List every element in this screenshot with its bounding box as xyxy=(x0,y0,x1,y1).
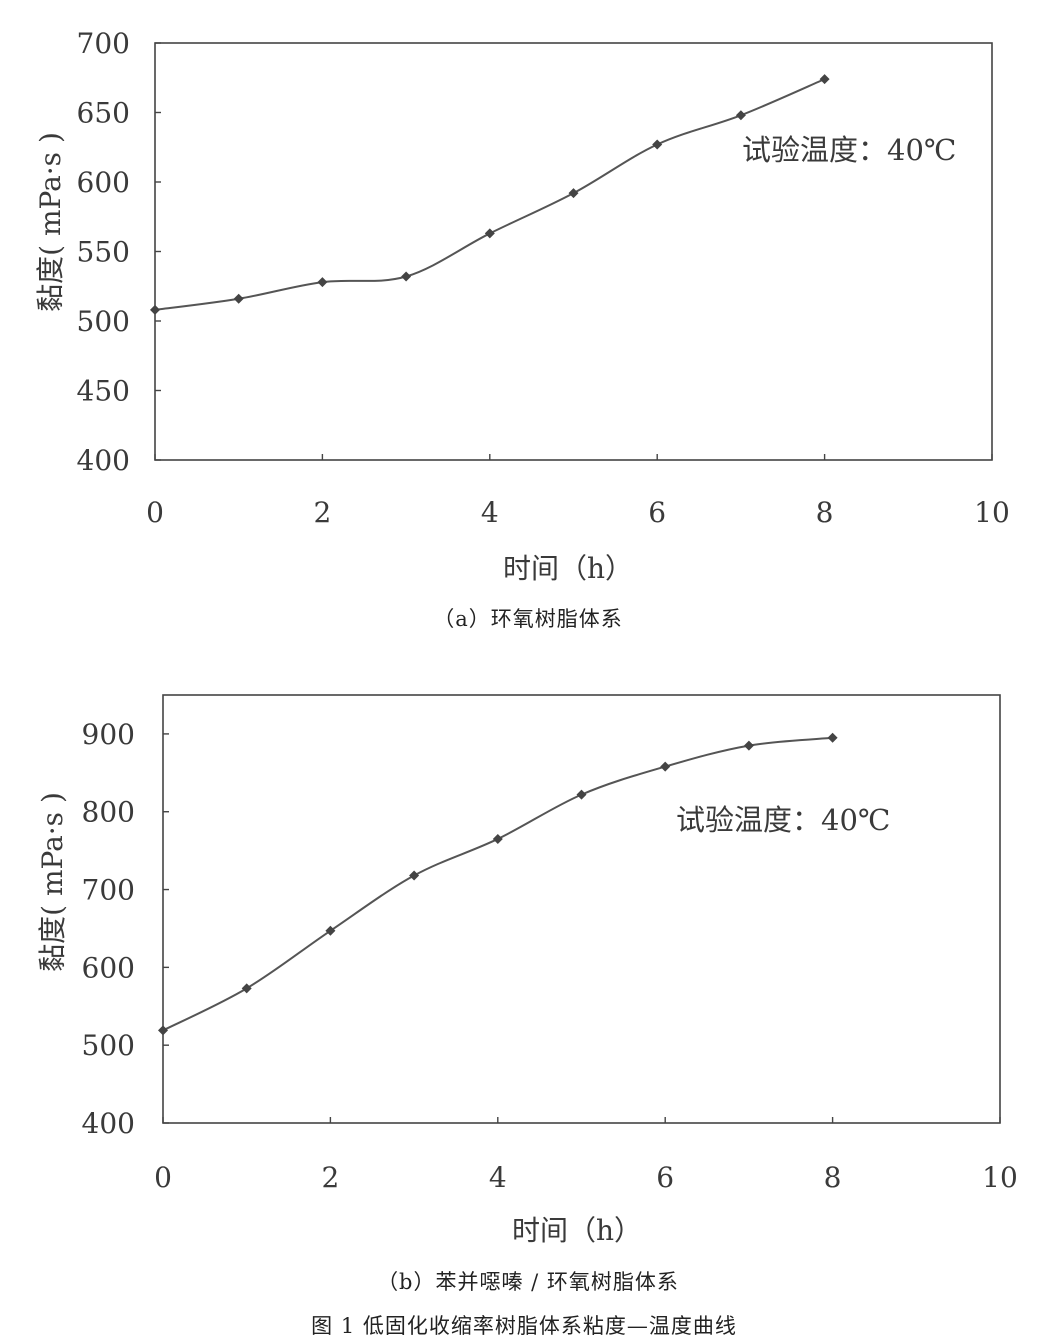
chart-b-plot-area xyxy=(162,694,1001,1124)
chart-b-x-axis-title: 时间（h） xyxy=(512,1214,642,1247)
chart-a-y-tick-label: 500 xyxy=(77,305,130,338)
chart-b-y-tick-label: 500 xyxy=(82,1029,135,1062)
chart-b-y-axis-title: 黏度( mPa·s ) xyxy=(36,792,69,972)
chart-b-data-point xyxy=(827,732,838,743)
chart-b-x-tick-label: 6 xyxy=(656,1161,674,1194)
chart-b-y-tick-label: 800 xyxy=(82,796,135,829)
chart-b-data-point xyxy=(492,833,503,844)
figure-caption: 图 1 低固化收缩率树脂体系粘度—温度曲线 xyxy=(311,1314,737,1338)
chart-b-y-tick-label: 600 xyxy=(82,951,135,984)
chart-a-data-point xyxy=(735,110,746,121)
chart-a-caption: （a）环氧树脂体系 xyxy=(433,607,623,631)
chart-b-y-tick-label: 900 xyxy=(82,718,135,751)
chart-a-y-tick-label: 400 xyxy=(77,444,130,477)
chart-a-y-tick-label: 450 xyxy=(77,375,130,408)
chart-a-x-tick-label: 6 xyxy=(648,496,666,529)
chart-a-data-point xyxy=(819,74,830,85)
chart-a-y-axis-title: 黏度( mPa·s ) xyxy=(34,132,67,312)
chart-a-y-tick-label: 650 xyxy=(77,97,130,130)
chart-a-data-point xyxy=(484,228,495,239)
chart-a-y-tick-label: 600 xyxy=(77,166,130,199)
chart-a-data-point xyxy=(317,277,328,288)
chart-a-data-point xyxy=(652,139,663,150)
chart-b-caption: （b）苯并噁嗪 / 环氧树脂体系 xyxy=(377,1270,679,1294)
chart-b: 0 2 4 6 8 10 400 500 600 700 800 900 试验温度：40℃ 时间（h）… xyxy=(36,694,1018,1294)
chart-b-x-tick-label: 2 xyxy=(321,1161,339,1194)
chart-b-x-tick-label: 4 xyxy=(489,1161,507,1194)
chart-a-series-line xyxy=(154,78,825,311)
chart-a-data-point xyxy=(233,293,244,304)
chart-a-data-point xyxy=(401,271,412,282)
chart-b-y-tick-label: 700 xyxy=(82,874,135,907)
chart-b-x-tick-label: 0 xyxy=(154,1161,172,1194)
chart-a-data-point xyxy=(568,188,579,199)
chart-b-x-tick-label: 8 xyxy=(824,1161,842,1194)
chart-b-data-point xyxy=(743,740,754,751)
chart-a-y-tick-label: 700 xyxy=(77,27,130,60)
chart-a-data-point xyxy=(150,304,160,315)
chart-a-x-tick-label: 0 xyxy=(146,496,164,529)
chart-b-axis-ticks: 0 2 4 6 8 10 400 500 600 700 800 900 xyxy=(82,718,1018,1194)
chart-a-y-tick-label: 550 xyxy=(77,236,130,269)
chart-b-data-point xyxy=(409,870,420,881)
chart-b-x-tick-label: 10 xyxy=(982,1161,1018,1194)
chart-a: 0 2 4 6 8 10 400 450 500 550 600 650 700 试验温度：40℃ 时间… xyxy=(34,27,1010,631)
chart-b-series xyxy=(158,732,838,1036)
chart-a-plot-area xyxy=(154,42,993,461)
chart-a-x-tick-label: 4 xyxy=(481,496,499,529)
chart-b-temperature-annotation: 试验温度：40℃ xyxy=(676,803,890,837)
chart-a-x-axis-title: 时间（h） xyxy=(503,552,633,585)
chart-a-temperature-annotation: 试验温度：40℃ xyxy=(742,133,956,167)
chart-b-data-point xyxy=(576,789,587,800)
chart-b-data-point xyxy=(241,983,252,994)
chart-a-x-tick-label: 2 xyxy=(313,496,331,529)
chart-b-data-point xyxy=(158,1025,168,1036)
chart-b-y-tick-label: 400 xyxy=(82,1107,135,1140)
chart-a-axis-ticks: 0 2 4 6 8 10 400 450 500 550 600 650 700 xyxy=(77,27,1010,529)
chart-b-data-point xyxy=(325,925,336,936)
chart-a-series xyxy=(150,74,830,315)
chart-b-series-line xyxy=(162,736,833,1032)
chart-b-data-point xyxy=(660,761,671,772)
chart-a-x-tick-label: 10 xyxy=(974,496,1010,529)
chart-a-x-tick-label: 8 xyxy=(816,496,834,529)
